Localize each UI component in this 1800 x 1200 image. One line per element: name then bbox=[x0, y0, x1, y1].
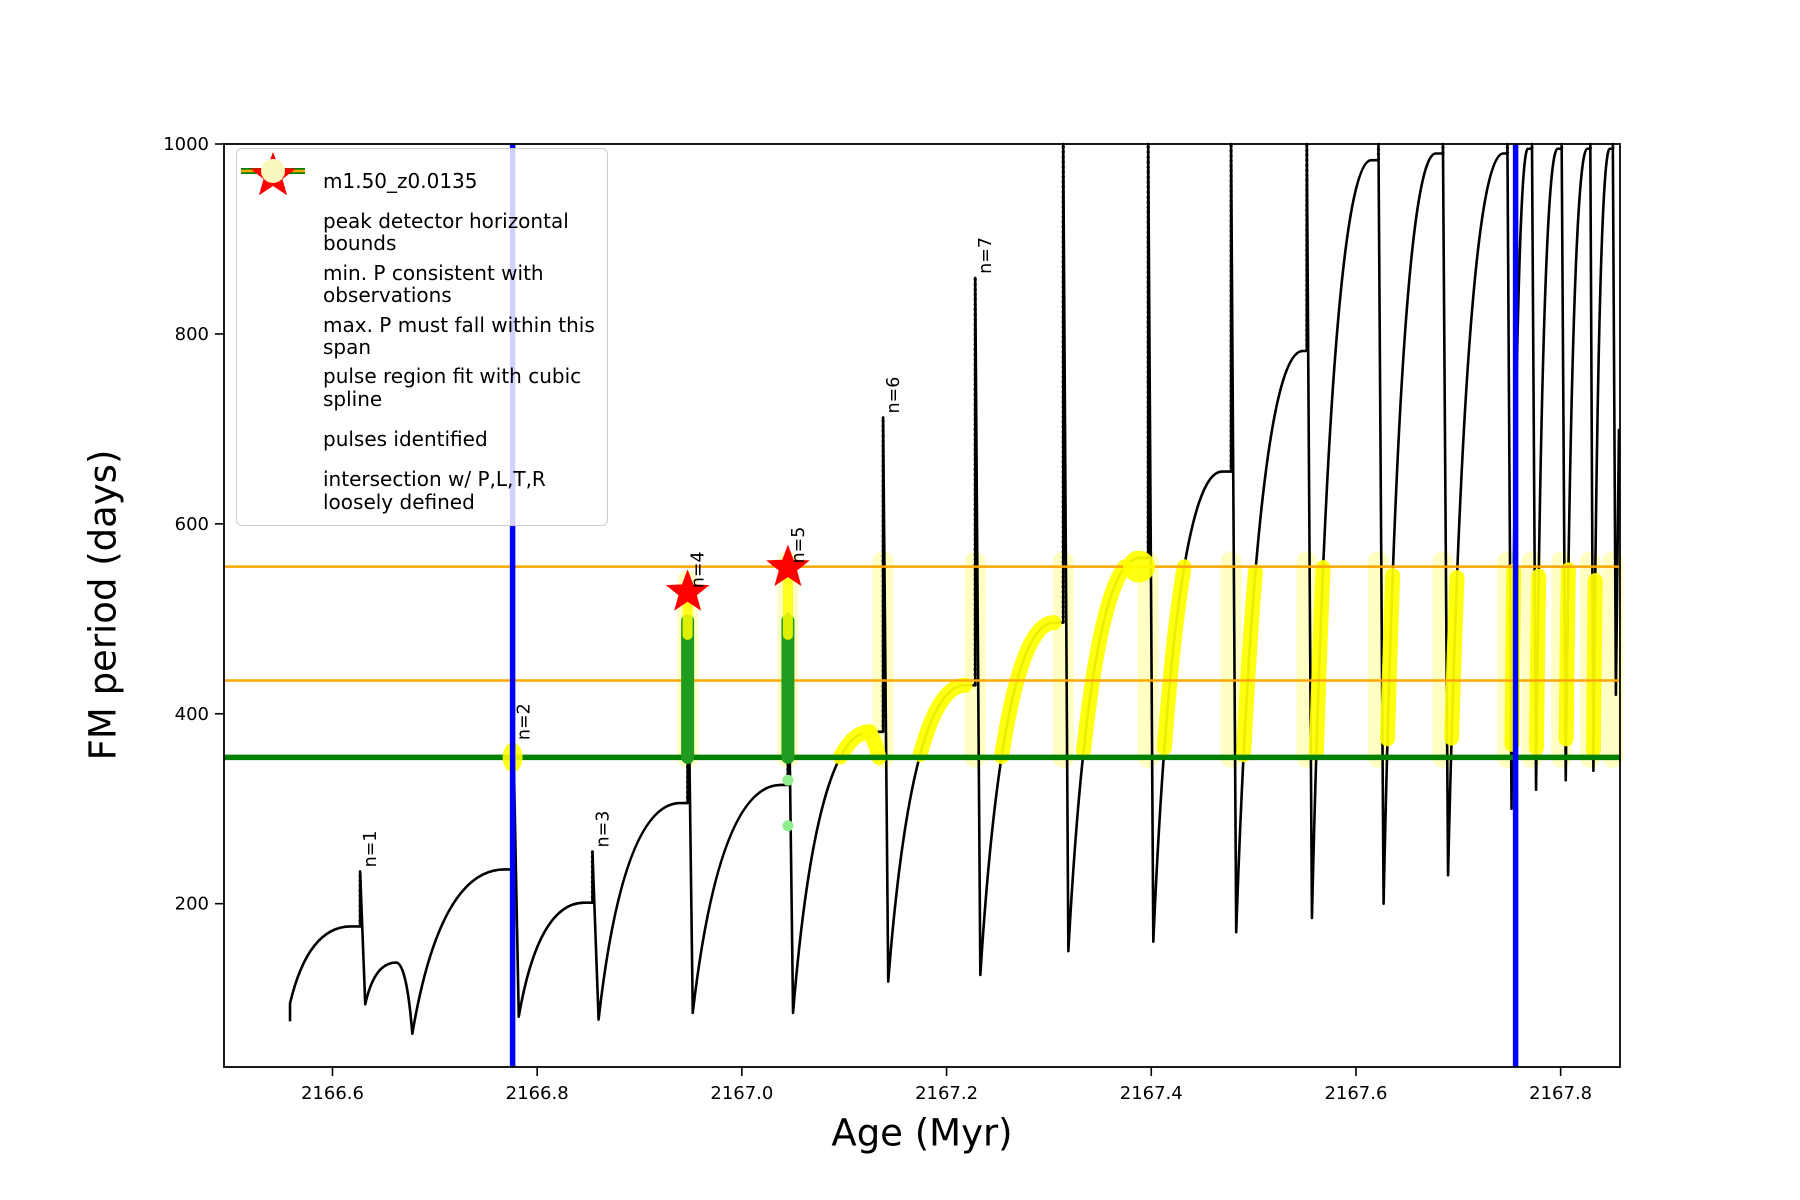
legend-item-2: min. P consistent with observations bbox=[241, 168, 595, 308]
legend-marker-dot-small-icon bbox=[245, 165, 317, 410]
legend-item-label: max. P must fall within this span bbox=[323, 312, 595, 359]
legend-item-5: pulses identified bbox=[245, 152, 595, 461]
x-tick-label: 2167.8 bbox=[1529, 1083, 1592, 1104]
legend-item-1: peak detector horizontal bounds bbox=[241, 168, 595, 256]
y-tick-label: 600 bbox=[175, 514, 209, 535]
intersection-bright-trace bbox=[1076, 559, 1133, 759]
y-tick-label: 400 bbox=[175, 704, 209, 725]
intersection-bright-trace bbox=[994, 615, 1062, 765]
legend-item-label: pulses identified bbox=[323, 426, 488, 451]
legend-item-label: pulse region fit with cubic spline bbox=[323, 364, 582, 411]
intersection-bright-trace bbox=[1156, 559, 1192, 756]
spline-fit-dot bbox=[782, 774, 794, 786]
intersection-bright-trace bbox=[1444, 570, 1465, 746]
legend-marker-thick-line-icon bbox=[241, 168, 317, 306]
pulse-label-n7: n=7 bbox=[976, 237, 996, 274]
legend-item-6: intersection w/ P,L,T,R loosely defined bbox=[245, 159, 595, 514]
legend-item-label: peak detector horizontal bounds bbox=[323, 209, 569, 256]
plot-frame bbox=[223, 143, 1621, 1068]
x-axis-label: Age (Myr) bbox=[831, 1111, 1013, 1155]
legend-item-label: m1.50_z0.0135 bbox=[323, 168, 478, 193]
intersection-blob-crest bbox=[1122, 550, 1155, 583]
intersection-bright-trace bbox=[912, 677, 973, 762]
y-tick-label: 200 bbox=[175, 894, 209, 915]
legend-marker-line-icon bbox=[241, 169, 317, 358]
pulse-label-n3: n=3 bbox=[593, 811, 613, 848]
intersection-bright-trace bbox=[1380, 567, 1401, 747]
intersection-bright-trace bbox=[1558, 562, 1576, 747]
y-tick-label: 1000 bbox=[163, 134, 209, 155]
intersection-bright-trace bbox=[1529, 568, 1547, 756]
x-tick-label: 2167.6 bbox=[1324, 1083, 1387, 1104]
spline-fit-dot bbox=[782, 820, 794, 832]
pulse-identified-star bbox=[665, 569, 710, 611]
x-tick-label: 2167.4 bbox=[1120, 1083, 1183, 1104]
x-tick-label: 2166.8 bbox=[506, 1083, 569, 1104]
legend-item-4: pulse region fit with cubic spline bbox=[245, 165, 595, 411]
pulse-identified-star bbox=[766, 544, 810, 587]
x-tick-label: 2166.6 bbox=[301, 1083, 364, 1104]
pulse-label-n1: n=1 bbox=[361, 830, 381, 867]
intersection-bright-trace bbox=[1236, 564, 1263, 763]
legend-marker-star-icon bbox=[245, 152, 317, 461]
y-axis-label: FM period (days) bbox=[81, 449, 125, 761]
pulse-label-n5: n=5 bbox=[789, 527, 809, 564]
pulse-label-n2: n=2 bbox=[515, 703, 535, 740]
legend-marker-dot-large-icon bbox=[245, 159, 317, 513]
legend-item-label: intersection w/ P,L,T,R loosely defined bbox=[323, 467, 546, 514]
intersection-bright-trace bbox=[1586, 573, 1603, 758]
legend-item-label: min. P consistent with observations bbox=[323, 260, 544, 308]
intersection-bright-trace bbox=[1308, 560, 1331, 759]
x-tick-label: 2167.2 bbox=[915, 1083, 978, 1104]
pulse-label-n6: n=6 bbox=[884, 377, 904, 414]
intersection-bright-trace bbox=[862, 724, 887, 765]
legend-item-3: max. P must fall within this span bbox=[241, 169, 595, 359]
x-tick-label: 2167.0 bbox=[710, 1083, 773, 1104]
legend-marker-thick-line-icon bbox=[241, 168, 317, 254]
series-curve-m1.50_z0.0135 bbox=[288, 142, 1621, 1036]
pulse-label-n4: n=4 bbox=[689, 551, 709, 588]
y-tick-label: 800 bbox=[175, 324, 209, 345]
